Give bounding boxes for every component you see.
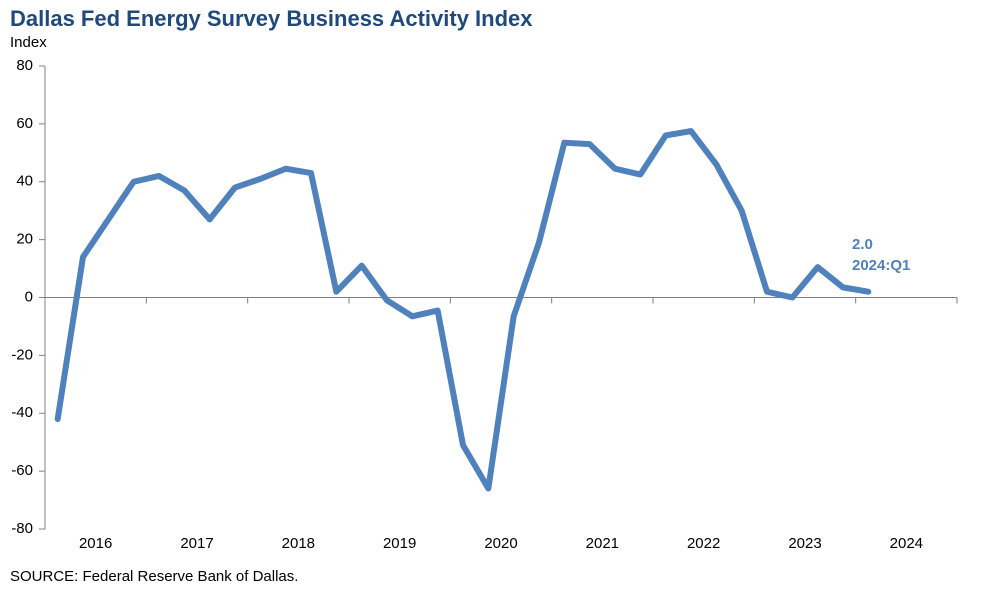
annotation: 2.0 [852, 236, 873, 253]
x-tick-label: 2023 [788, 535, 821, 552]
y-tick-label: 60 [16, 115, 33, 132]
x-tick-label: 2021 [586, 535, 619, 552]
x-tick-label: 2022 [687, 535, 720, 552]
x-tick-label: 2016 [79, 535, 112, 552]
x-tick-label: 2018 [282, 535, 315, 552]
y-tick-label: -40 [11, 404, 33, 421]
y-tick-label: 80 [16, 57, 33, 74]
y-tick-label: -80 [11, 520, 33, 537]
y-tick-label: 20 [16, 231, 33, 248]
y-tick-label: 40 [16, 173, 33, 190]
data-line [54, 128, 872, 492]
x-tick-label: 2020 [484, 535, 517, 552]
x-tick-label: 2019 [383, 535, 416, 552]
x-tick-label: 2017 [180, 535, 213, 552]
source: SOURCE: Federal Reserve Bank of Dallas. [10, 568, 298, 585]
annotation: 2024:Q1 [852, 257, 910, 274]
y-tick-label: -60 [11, 462, 33, 479]
y-tick-label: 0 [25, 288, 33, 305]
y-axis-label: Index [10, 34, 47, 51]
x-tick-label: 2024 [890, 535, 923, 552]
y-tick-label: -20 [11, 346, 33, 363]
chart-title: Dallas Fed Energy Survey Business Activi… [10, 6, 533, 31]
